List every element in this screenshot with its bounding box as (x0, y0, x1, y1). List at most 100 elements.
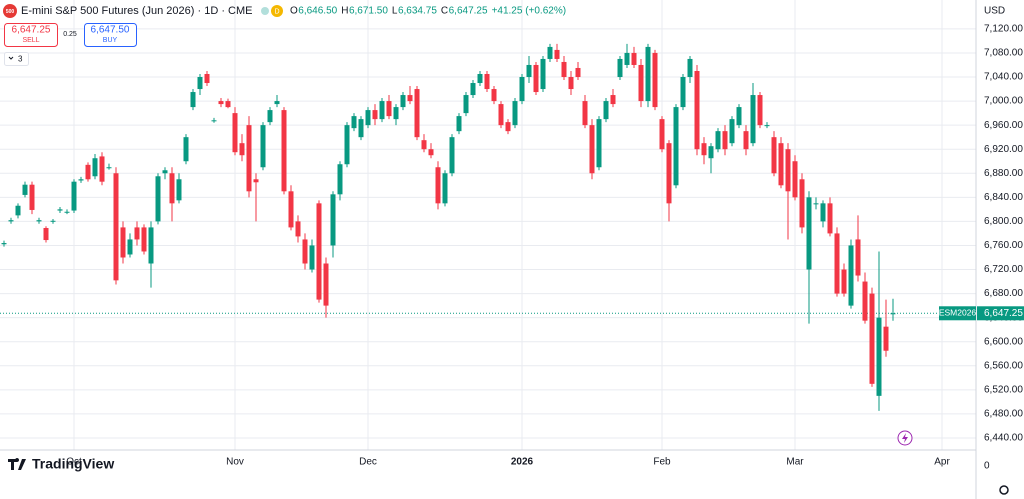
buy-price: 6,647.50 (91, 25, 130, 36)
candle-body (750, 95, 756, 144)
candle-body (470, 83, 476, 96)
y-tick-label: 6,480.00 (984, 409, 1023, 420)
y-tick-label: 6,840.00 (984, 192, 1023, 203)
candle-body (8, 220, 14, 222)
ohlc-value: 6,647.25 (449, 6, 488, 17)
candle-body (99, 156, 105, 182)
candle-body (442, 173, 448, 204)
candle-body (575, 67, 581, 78)
buy-button[interactable] (84, 23, 137, 47)
candle-body (589, 125, 595, 174)
chevron (8, 56, 14, 60)
delay-badge (271, 5, 283, 17)
y-tick-label: 6,760.00 (984, 240, 1023, 251)
candle-body (757, 95, 763, 126)
candle-body (57, 209, 63, 211)
candle-body (113, 173, 119, 281)
delay-badge-text: D (274, 8, 279, 15)
candle-body (638, 64, 644, 102)
candle-body (806, 197, 812, 270)
candle-body (463, 95, 469, 114)
symbol-icon-text: 500 (6, 9, 15, 15)
ohlc-value: 6,646.50 (298, 6, 337, 17)
candle-body (610, 95, 616, 105)
candle-body (680, 77, 686, 108)
candle-body (456, 116, 462, 132)
candle-body (624, 52, 630, 65)
buy-label: BUY (103, 37, 118, 44)
ohlc-change: +41.25 (+0.62%) (492, 6, 567, 17)
candle-body (484, 73, 490, 90)
candle-body (302, 239, 308, 264)
candle-body (862, 281, 868, 321)
indicators-toggle[interactable] (4, 52, 29, 66)
candle-body (533, 64, 539, 93)
candle-body (519, 77, 525, 102)
candle-body (799, 179, 805, 228)
candle-body (239, 143, 245, 156)
candle-body (204, 73, 210, 84)
candle-body (435, 167, 441, 204)
candle-body (260, 125, 266, 168)
sell-button[interactable] (4, 23, 58, 47)
candle-body (316, 203, 322, 300)
currency: USD (984, 6, 1005, 17)
y-tick-label: 6,680.00 (984, 288, 1023, 299)
ohlc-key: O (290, 6, 298, 17)
pane-zero-label: 0 (984, 461, 990, 472)
candle-body (701, 143, 707, 156)
candle-body (176, 179, 182, 201)
y-tick-label: 6,520.00 (984, 384, 1023, 395)
status-dot (261, 7, 269, 15)
candle-body (407, 95, 413, 102)
ohlc-value: 6,671.50 (349, 6, 388, 17)
indicators-count: 3 (18, 55, 23, 64)
candle-body (50, 220, 56, 222)
candle-body (393, 107, 399, 120)
candle-body (386, 101, 392, 117)
spread: 0.25 (63, 31, 77, 38)
candle-body (323, 263, 329, 306)
symbol-icon (3, 4, 17, 18)
symbol-box (939, 306, 976, 321)
candle-body (596, 119, 602, 168)
candle-body (288, 191, 294, 228)
candle-body (617, 58, 623, 78)
settings-icon[interactable] (999, 485, 1009, 495)
candle-body (351, 116, 357, 129)
candle-body (841, 269, 847, 294)
candle-body (708, 146, 714, 159)
symbol-title: E-mini S&P 500 Futures (Jun 2026) · 1D ·… (21, 5, 253, 17)
candle-body (729, 119, 735, 144)
candle-body (778, 143, 784, 186)
x-tick-label: Mar (786, 457, 804, 468)
last-price-box (977, 306, 1024, 321)
candle-body (85, 164, 91, 180)
y-tick-label: 7,120.00 (984, 24, 1023, 35)
candle-body (547, 46, 553, 59)
ohlc-key: L (392, 6, 398, 17)
ohlc-key: H (341, 6, 348, 17)
sell-label: SELL (22, 37, 39, 44)
candle-body (365, 110, 371, 126)
candle-body (561, 61, 567, 78)
y-tick-label: 6,440.00 (984, 433, 1023, 444)
candle-body (71, 181, 77, 211)
candle-body (162, 170, 168, 174)
candle-body (526, 64, 532, 78)
candle-body (736, 107, 742, 126)
candle-body (372, 110, 378, 120)
candle-body (666, 143, 672, 204)
candle-body (267, 110, 273, 123)
candle-body (834, 233, 840, 294)
y-tick-label: 7,040.00 (984, 72, 1023, 83)
candle-body (22, 184, 28, 195)
event-bolt (902, 433, 908, 443)
y-tick-label: 6,800.00 (984, 216, 1023, 227)
candle-body (414, 89, 420, 138)
candle-body (344, 125, 350, 165)
last-price-label: 6,647.25 (984, 308, 1023, 319)
candle-body (274, 101, 280, 105)
x-tick-label: Nov (226, 457, 244, 468)
